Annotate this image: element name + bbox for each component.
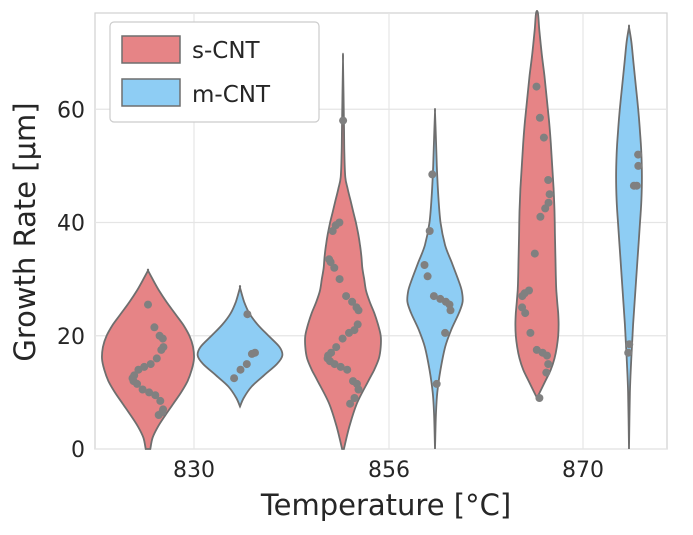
x-axis-ticks: 830 856 870 bbox=[173, 458, 604, 483]
data-point bbox=[345, 328, 353, 337]
data-point bbox=[332, 343, 341, 352]
legend-swatch-s-cnt bbox=[121, 35, 181, 64]
data-point bbox=[236, 365, 245, 374]
data-point bbox=[441, 328, 450, 337]
y-tick-label: 20 bbox=[57, 325, 85, 350]
y-axis-label: Growth Rate [μm] bbox=[8, 102, 42, 361]
data-point bbox=[526, 328, 535, 337]
data-point bbox=[157, 345, 166, 354]
data-point bbox=[539, 133, 548, 142]
data-point bbox=[328, 227, 337, 235]
data-point bbox=[230, 374, 239, 383]
data-point bbox=[151, 391, 160, 400]
data-point bbox=[545, 190, 554, 199]
data-point bbox=[634, 150, 643, 159]
data-point bbox=[336, 362, 345, 371]
data-point bbox=[158, 334, 167, 343]
data-point bbox=[154, 411, 163, 419]
legend-swatch-m-cnt bbox=[121, 78, 181, 107]
x-axis-label: Temperature [°C] bbox=[260, 488, 511, 522]
data-point bbox=[423, 272, 432, 281]
data-point bbox=[354, 385, 363, 394]
x-tick-label: 870 bbox=[562, 458, 604, 483]
y-tick-label: 0 bbox=[71, 438, 85, 463]
data-points bbox=[128, 82, 643, 419]
violin-s-cnt-830 bbox=[101, 268, 195, 450]
data-point bbox=[146, 360, 155, 369]
data-point bbox=[346, 399, 355, 408]
data-point bbox=[354, 306, 363, 315]
data-point bbox=[330, 360, 339, 369]
y-tick-label: 60 bbox=[57, 98, 85, 123]
y-axis-ticks: 0 20 40 60 bbox=[57, 98, 85, 463]
data-point bbox=[543, 351, 551, 360]
data-point bbox=[542, 368, 551, 377]
x-tick-label: 856 bbox=[368, 458, 410, 483]
data-point bbox=[535, 113, 544, 122]
violins bbox=[101, 9, 643, 450]
data-point bbox=[326, 258, 335, 267]
data-point bbox=[521, 309, 530, 318]
data-point bbox=[343, 365, 352, 374]
data-point bbox=[350, 394, 359, 402]
data-point bbox=[150, 323, 159, 332]
data-point bbox=[624, 348, 633, 357]
legend-label-m-cnt: m-CNT bbox=[192, 82, 271, 108]
legend-label-s-cnt: s-CNT bbox=[192, 38, 261, 64]
data-point bbox=[425, 227, 434, 235]
data-point bbox=[544, 176, 553, 184]
data-point bbox=[133, 379, 142, 388]
data-point bbox=[629, 181, 638, 190]
data-point bbox=[138, 385, 147, 394]
data-point bbox=[342, 292, 351, 301]
data-point bbox=[330, 263, 339, 272]
data-point bbox=[518, 292, 527, 301]
data-point bbox=[134, 365, 143, 374]
data-point bbox=[429, 292, 438, 301]
data-point bbox=[156, 396, 165, 405]
x-tick-label: 830 bbox=[173, 458, 215, 483]
data-point bbox=[536, 212, 545, 221]
data-point bbox=[446, 306, 455, 315]
data-point bbox=[339, 116, 348, 125]
data-point bbox=[348, 297, 357, 306]
data-point bbox=[535, 394, 544, 402]
data-point bbox=[625, 340, 634, 349]
data-point bbox=[428, 170, 437, 179]
data-point bbox=[530, 249, 539, 258]
violin-m-cnt-830 bbox=[196, 284, 284, 409]
data-point bbox=[338, 334, 347, 343]
violin-m-cnt-870 bbox=[615, 24, 643, 450]
data-point bbox=[247, 349, 256, 358]
violin-s-cnt-856 bbox=[304, 52, 382, 450]
data-point bbox=[532, 82, 541, 91]
data-point bbox=[432, 379, 441, 388]
data-point bbox=[634, 161, 643, 170]
data-point bbox=[144, 300, 152, 309]
data-point bbox=[243, 310, 252, 319]
legend: s-CNT m-CNT bbox=[109, 21, 320, 123]
data-point bbox=[541, 204, 550, 213]
data-point bbox=[152, 354, 161, 363]
data-point bbox=[420, 261, 429, 269]
data-point bbox=[242, 360, 251, 369]
data-point bbox=[335, 275, 344, 284]
violin-s-cnt-870 bbox=[514, 9, 560, 401]
y-tick-label: 40 bbox=[57, 212, 85, 237]
violin-m-cnt-856 bbox=[406, 107, 464, 450]
data-point bbox=[145, 388, 154, 397]
data-point bbox=[544, 360, 553, 369]
